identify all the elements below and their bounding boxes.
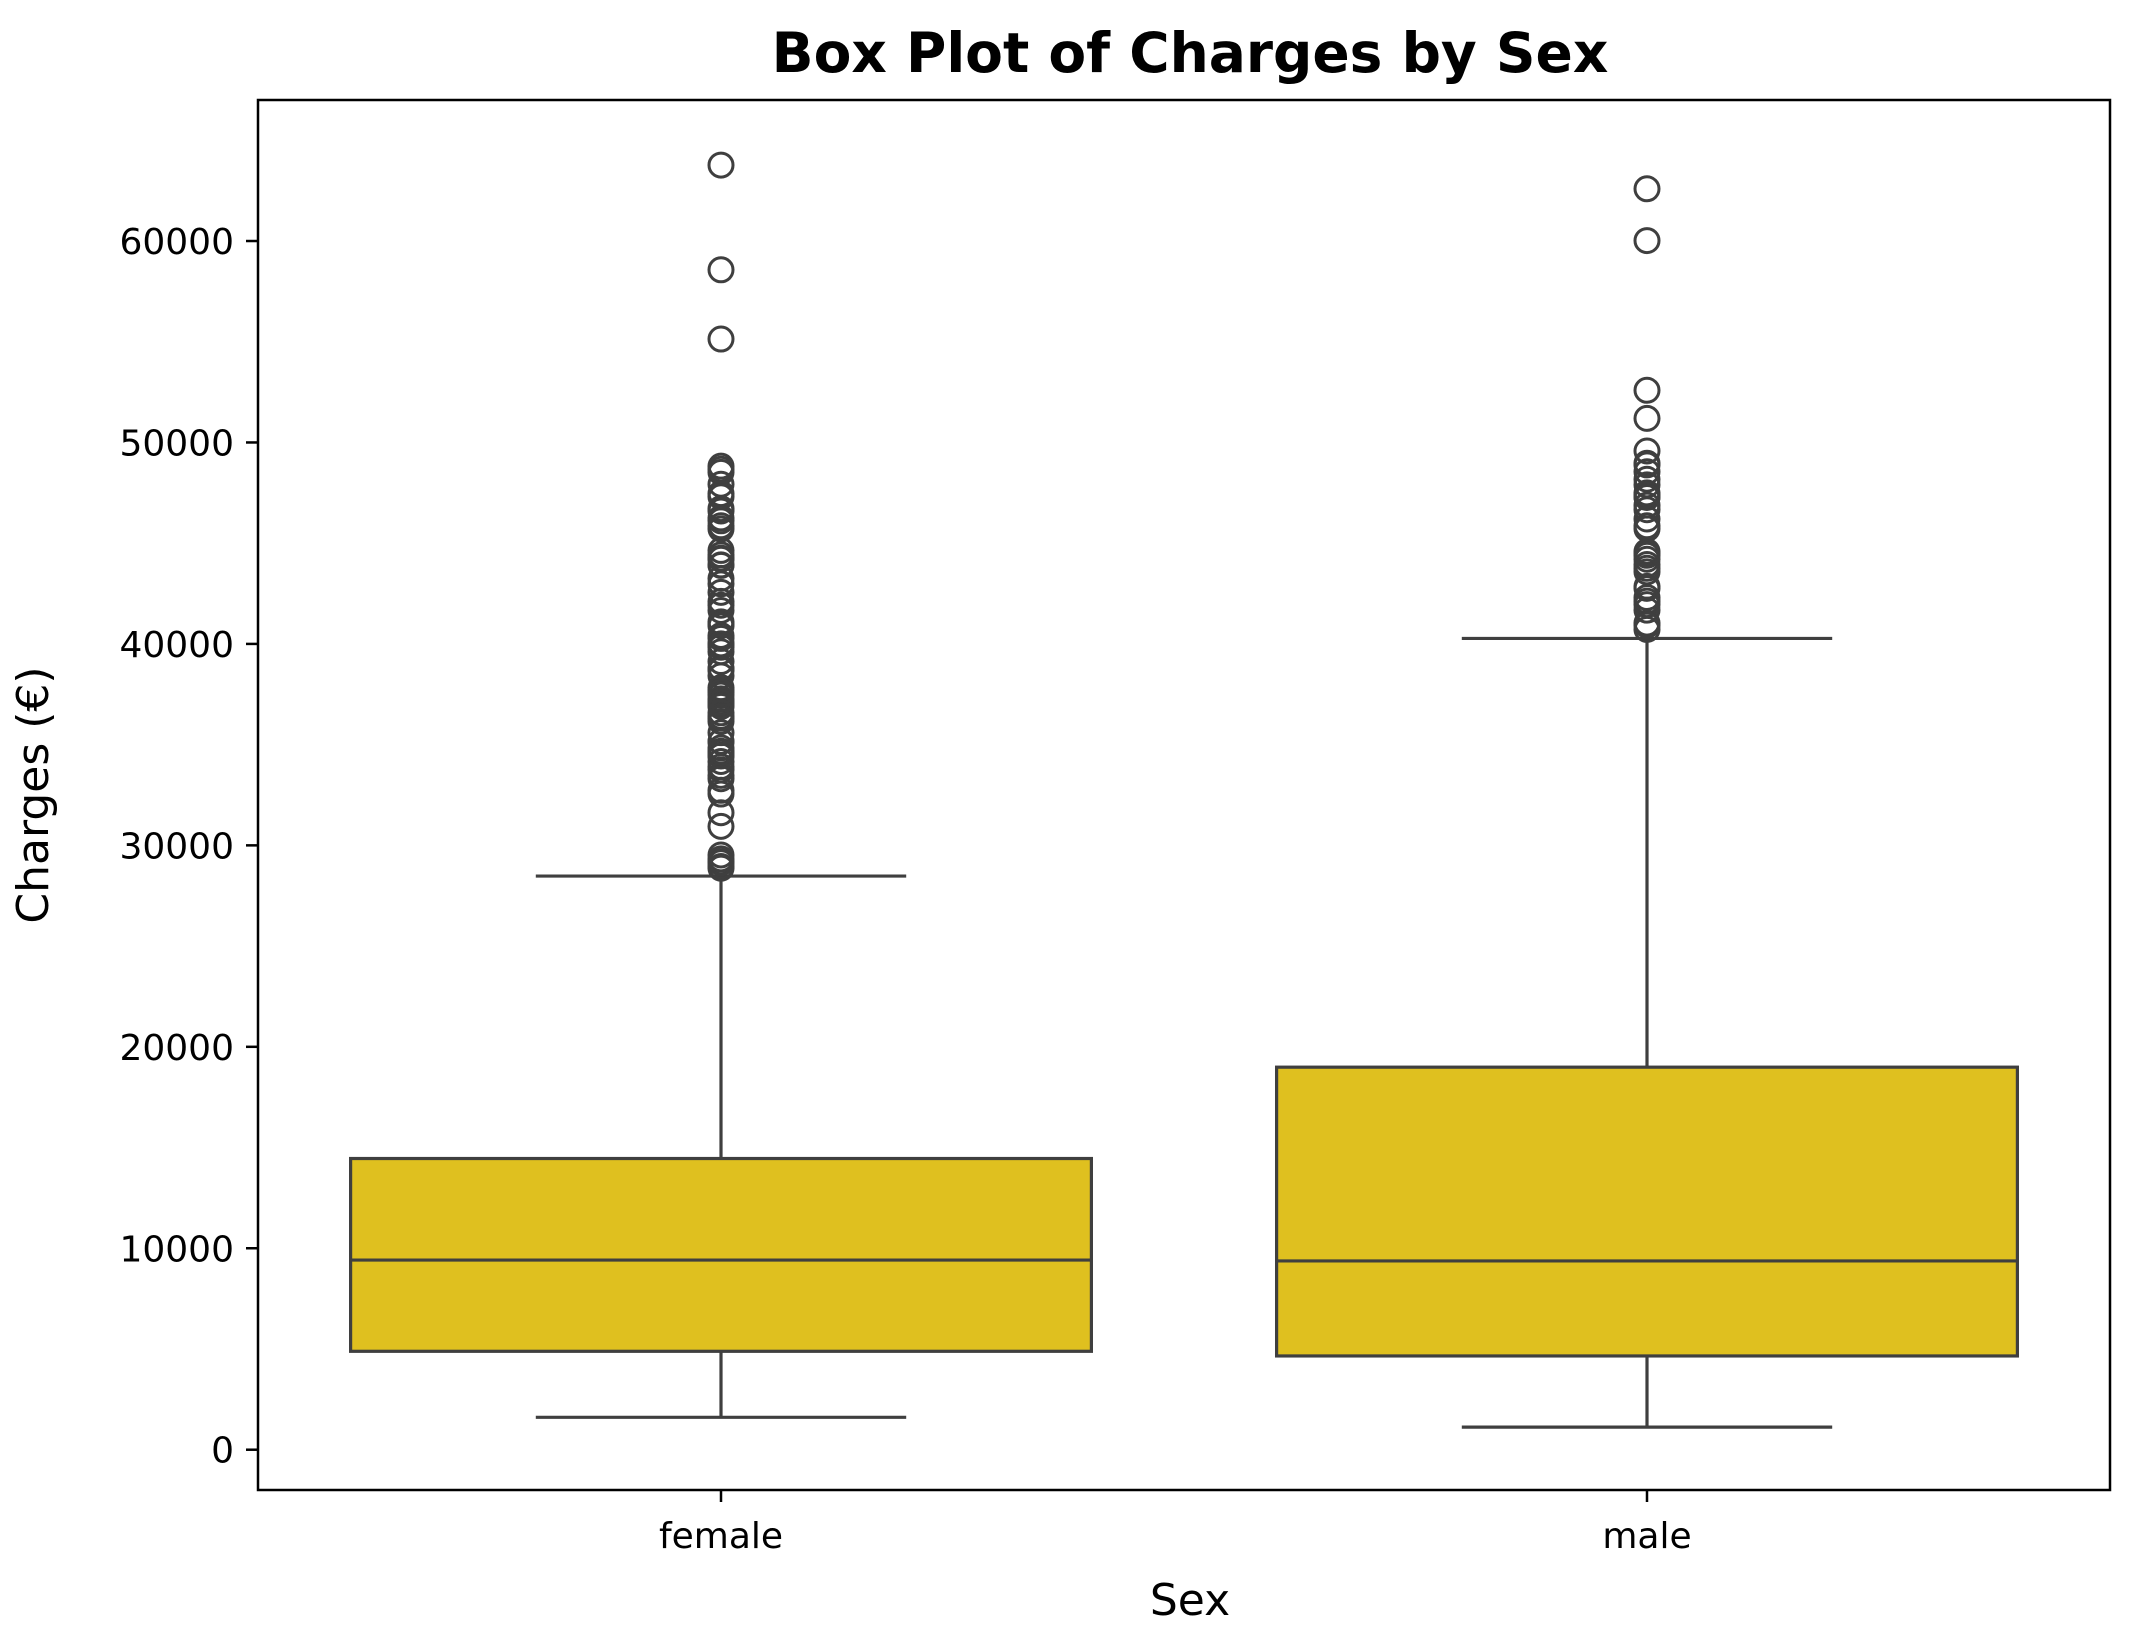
outlier-point (1633, 376, 1661, 404)
outlier-point (707, 256, 735, 284)
y-tick-label: 60000 (119, 222, 234, 263)
chart-title: Box Plot of Charges by Sex (772, 21, 1609, 85)
y-tick-label: 40000 (119, 625, 234, 666)
y-tick-label: 50000 (119, 423, 234, 464)
x-axis: female male (659, 1490, 1692, 1557)
outlier-point (707, 812, 735, 840)
outlier-point (707, 151, 735, 179)
outlier-point (1633, 496, 1661, 524)
outlier-point (707, 551, 735, 579)
outlier-point (1633, 615, 1661, 643)
outlier-point (707, 578, 735, 606)
outlier-point (707, 497, 735, 525)
plot-area (349, 151, 2019, 1429)
outlier-point (1633, 505, 1661, 533)
y-axis-label: Charges (€) (8, 666, 59, 923)
outlier-point (1633, 574, 1661, 602)
outlier-point (707, 515, 735, 543)
axes-frame (256, 98, 2112, 1492)
outlier-point (1633, 451, 1661, 479)
outlier-point (707, 612, 735, 640)
outlier-point (1633, 483, 1661, 511)
y-axis: 0 10000 20000 30000 40000 50000 60000 (119, 222, 258, 1472)
outlier-point (1633, 596, 1661, 624)
outlier-point (707, 799, 735, 827)
outlier-point (707, 780, 735, 808)
outlier-point (1633, 437, 1661, 465)
outlier-point (1633, 404, 1661, 432)
outlier-point (1633, 558, 1661, 586)
outlier-point (1633, 175, 1661, 203)
outlier-point (707, 854, 735, 882)
y-tick-label: 30000 (119, 826, 234, 867)
iqr-box (349, 1156, 1093, 1353)
y-tick-label: 0 (211, 1431, 234, 1472)
x-axis-label: Sex (1150, 1575, 1230, 1626)
outlier-point (1633, 227, 1661, 255)
outlier-point (707, 648, 735, 676)
outlier-point (707, 570, 735, 598)
x-tick-label: female (659, 1516, 783, 1557)
y-tick-label: 20000 (119, 1028, 234, 1069)
outlier-point (707, 325, 735, 353)
outlier-point (707, 692, 735, 720)
outlier-point (707, 707, 735, 735)
outlier-point (707, 765, 735, 793)
box-female (349, 151, 1093, 1419)
box-male (1274, 175, 2019, 1429)
x-tick-label: male (1602, 1516, 1691, 1557)
y-tick-label: 10000 (119, 1229, 234, 1270)
iqr-box (1274, 1065, 2019, 1358)
